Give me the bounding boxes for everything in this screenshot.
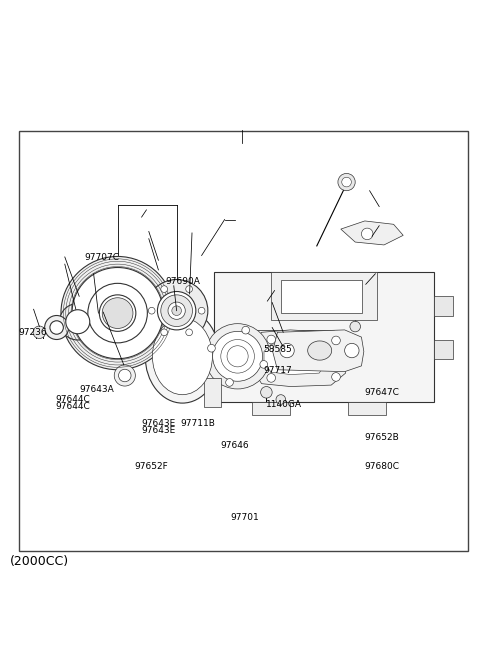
Text: 97690A: 97690A [166, 278, 201, 286]
Bar [434, 296, 453, 316]
Circle shape [45, 316, 69, 339]
Circle shape [102, 298, 133, 328]
Circle shape [60, 303, 96, 340]
Polygon shape [252, 330, 346, 386]
Circle shape [186, 329, 192, 335]
Circle shape [148, 307, 155, 314]
Ellipse shape [153, 318, 212, 395]
Bar [252, 402, 290, 415]
Circle shape [119, 369, 131, 382]
Text: (2000CC): (2000CC) [10, 555, 69, 569]
Text: 97652F: 97652F [134, 462, 168, 471]
Circle shape [267, 335, 276, 344]
Circle shape [90, 286, 145, 341]
Circle shape [267, 373, 276, 383]
Polygon shape [264, 342, 329, 375]
Ellipse shape [145, 310, 220, 403]
Bar [348, 402, 386, 415]
Text: 97644C: 97644C [55, 395, 90, 404]
Circle shape [260, 360, 267, 368]
Circle shape [72, 267, 163, 359]
Text: 97643A: 97643A [79, 385, 114, 394]
Polygon shape [341, 221, 403, 245]
Circle shape [361, 228, 373, 240]
Circle shape [345, 343, 359, 358]
Circle shape [213, 331, 263, 381]
Circle shape [99, 295, 136, 331]
Text: 97644C: 97644C [55, 402, 90, 411]
Text: 97652B: 97652B [365, 434, 399, 442]
Circle shape [261, 386, 272, 398]
Text: 97680C: 97680C [365, 462, 400, 471]
Circle shape [342, 178, 351, 187]
Circle shape [221, 339, 254, 373]
Text: 97707C: 97707C [84, 253, 119, 263]
Text: 97643E: 97643E [142, 419, 176, 428]
Text: 97647C: 97647C [365, 388, 400, 397]
Text: 97646: 97646 [221, 441, 250, 449]
Circle shape [161, 286, 168, 292]
Bar [281, 280, 362, 313]
Circle shape [161, 329, 168, 335]
Bar [214, 272, 434, 402]
Circle shape [227, 346, 248, 367]
Circle shape [66, 310, 90, 334]
Bar [204, 378, 221, 407]
Circle shape [280, 343, 294, 358]
Circle shape [276, 395, 286, 404]
Text: 97236: 97236 [18, 328, 47, 337]
Circle shape [172, 306, 181, 316]
Circle shape [161, 295, 192, 327]
Circle shape [208, 345, 216, 352]
Text: 97711B: 97711B [180, 419, 215, 428]
Text: 97701: 97701 [230, 513, 259, 521]
Circle shape [332, 373, 340, 381]
Circle shape [74, 270, 161, 356]
Circle shape [88, 284, 147, 343]
Circle shape [61, 257, 174, 369]
Circle shape [168, 302, 185, 320]
Circle shape [50, 321, 63, 334]
Circle shape [33, 326, 46, 339]
Circle shape [226, 379, 233, 386]
Text: 97643E: 97643E [142, 426, 176, 435]
Text: 97717: 97717 [263, 366, 292, 375]
Bar [271, 272, 377, 320]
Circle shape [157, 291, 196, 330]
Ellipse shape [308, 341, 332, 360]
Bar [434, 339, 453, 359]
Bar [19, 131, 468, 551]
Text: 1140GA: 1140GA [266, 400, 302, 409]
Circle shape [145, 280, 208, 342]
Circle shape [242, 326, 250, 334]
Circle shape [114, 365, 135, 386]
Circle shape [350, 321, 360, 332]
Text: 58585: 58585 [263, 345, 292, 354]
Polygon shape [273, 330, 364, 371]
Circle shape [186, 286, 192, 292]
Circle shape [338, 174, 355, 191]
Circle shape [205, 324, 270, 389]
Circle shape [332, 336, 340, 345]
Circle shape [198, 307, 205, 314]
